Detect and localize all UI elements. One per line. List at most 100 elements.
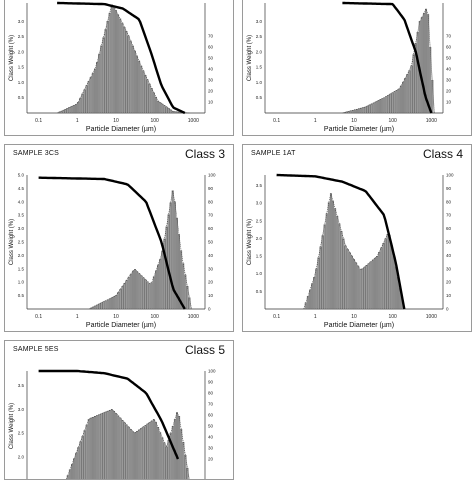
histogram-bar bbox=[92, 73, 94, 113]
y2-tick-label: 90 bbox=[446, 186, 452, 191]
y2-tick-label: 80 bbox=[208, 199, 214, 204]
y-tick-label: 1.0 bbox=[18, 280, 25, 285]
histogram-bar bbox=[115, 295, 117, 309]
x-tick-label: 100 bbox=[151, 118, 160, 124]
histogram-bar bbox=[86, 86, 88, 113]
class-label: Class 5 bbox=[185, 343, 225, 357]
y2-tick-label: 30 bbox=[208, 446, 214, 451]
histogram-bar bbox=[128, 277, 130, 309]
y2-tick-label: 50 bbox=[446, 240, 452, 245]
y-tick-label: 2.0 bbox=[18, 455, 25, 460]
x-tick-label: 10 bbox=[113, 314, 119, 320]
y-tick-label: 5.0 bbox=[18, 173, 25, 178]
histogram-bar bbox=[98, 415, 100, 480]
y-tick-label: 1.5 bbox=[256, 254, 263, 259]
y2-tick-label: 40 bbox=[446, 253, 452, 258]
histogram-bar bbox=[155, 271, 157, 309]
histogram-bar bbox=[109, 410, 111, 480]
y2-tick-label: 20 bbox=[208, 89, 214, 94]
histogram-bar bbox=[122, 23, 124, 113]
histogram-bar bbox=[166, 447, 168, 480]
histogram-bar bbox=[164, 443, 166, 480]
y2-tick-label: 70 bbox=[208, 402, 214, 407]
histogram-bar bbox=[113, 297, 115, 309]
histogram-bar bbox=[130, 429, 132, 480]
histogram-bar bbox=[185, 275, 187, 309]
histogram-bar bbox=[149, 422, 151, 480]
y-axis-label: Class Weight (%) bbox=[247, 219, 253, 265]
x-tick-label: 1 bbox=[76, 118, 79, 124]
y-axis-label: Class Weight (%) bbox=[247, 35, 253, 81]
histogram-bar bbox=[75, 453, 77, 480]
sample-label: SAMPLE 3CS bbox=[13, 150, 59, 157]
histogram-bar bbox=[109, 299, 111, 309]
x-tick-label: 100 bbox=[151, 314, 160, 320]
y2-tick-label: 30 bbox=[446, 266, 452, 271]
histogram-bar bbox=[318, 258, 320, 309]
histogram-bar bbox=[77, 447, 79, 480]
histogram-bar bbox=[107, 300, 109, 309]
x-tick-label: 1000 bbox=[426, 314, 437, 320]
x-tick-label: 1 bbox=[314, 118, 317, 124]
histogram-bar bbox=[366, 265, 368, 309]
y-tick-label: 3.5 bbox=[18, 213, 25, 218]
histogram-bar bbox=[159, 259, 161, 309]
histogram-bar bbox=[345, 246, 347, 309]
histogram-bar bbox=[73, 105, 75, 113]
histogram-bar bbox=[176, 412, 178, 480]
y-tick-label: 1.0 bbox=[256, 271, 263, 276]
histogram-bar bbox=[332, 201, 334, 309]
y-tick-label: 3.0 bbox=[256, 201, 263, 206]
x-axis-label: Particle Diameter (µm) bbox=[86, 322, 156, 329]
histogram-bar bbox=[362, 269, 364, 309]
y2-tick-label: 50 bbox=[446, 56, 452, 61]
y-tick-label: 1.5 bbox=[18, 266, 25, 271]
histogram-bar bbox=[372, 260, 374, 309]
histogram-bar bbox=[111, 409, 113, 480]
histogram-bar bbox=[354, 110, 356, 113]
y-tick-label: 2.5 bbox=[256, 218, 263, 223]
histogram-bar bbox=[140, 428, 142, 480]
y-tick-label: 1.5 bbox=[18, 65, 25, 70]
histogram-bar bbox=[378, 252, 380, 309]
histogram-bar bbox=[429, 47, 431, 113]
histogram-bar bbox=[124, 27, 126, 113]
histogram-bar bbox=[392, 93, 394, 113]
histogram-bar bbox=[147, 282, 149, 309]
histogram-bar bbox=[111, 298, 113, 309]
histogram-bar bbox=[182, 264, 184, 309]
x-tick-label: 0.1 bbox=[273, 314, 280, 320]
histogram-bar bbox=[357, 266, 359, 309]
histogram-bar bbox=[97, 305, 99, 309]
histogram-bar bbox=[367, 106, 369, 113]
y-tick-label: 2.5 bbox=[256, 34, 263, 39]
histogram-bar bbox=[115, 10, 117, 113]
histogram-bar bbox=[157, 427, 159, 480]
histogram-bar bbox=[189, 298, 191, 309]
histogram-bar bbox=[355, 263, 357, 309]
y2-tick-label: 100 bbox=[208, 173, 216, 178]
x-tick-label: 10 bbox=[351, 118, 357, 124]
histogram-bar bbox=[380, 248, 382, 309]
histogram-bar bbox=[147, 80, 149, 113]
y-tick-label: 3.5 bbox=[18, 383, 25, 388]
y-tick-label: 3.0 bbox=[256, 19, 263, 24]
histogram-bar bbox=[134, 51, 136, 113]
y2-tick-label: 20 bbox=[446, 280, 452, 285]
x-tick-label: 1000 bbox=[188, 314, 199, 320]
y-axis-label: Class Weight (%) bbox=[9, 35, 15, 81]
y-tick-label: 3.0 bbox=[18, 226, 25, 231]
x-tick-label: 0.1 bbox=[273, 118, 280, 124]
histogram-bar bbox=[322, 236, 324, 309]
histogram-bar bbox=[105, 29, 107, 113]
y-tick-label: 2.0 bbox=[18, 253, 25, 258]
histogram-bar bbox=[389, 235, 391, 309]
histogram-bar bbox=[417, 32, 419, 113]
histogram-bar bbox=[107, 411, 109, 480]
y-tick-label: 0.5 bbox=[256, 95, 263, 100]
x-tick-label: 1 bbox=[314, 314, 317, 320]
x-tick-label: 100 bbox=[389, 118, 398, 124]
